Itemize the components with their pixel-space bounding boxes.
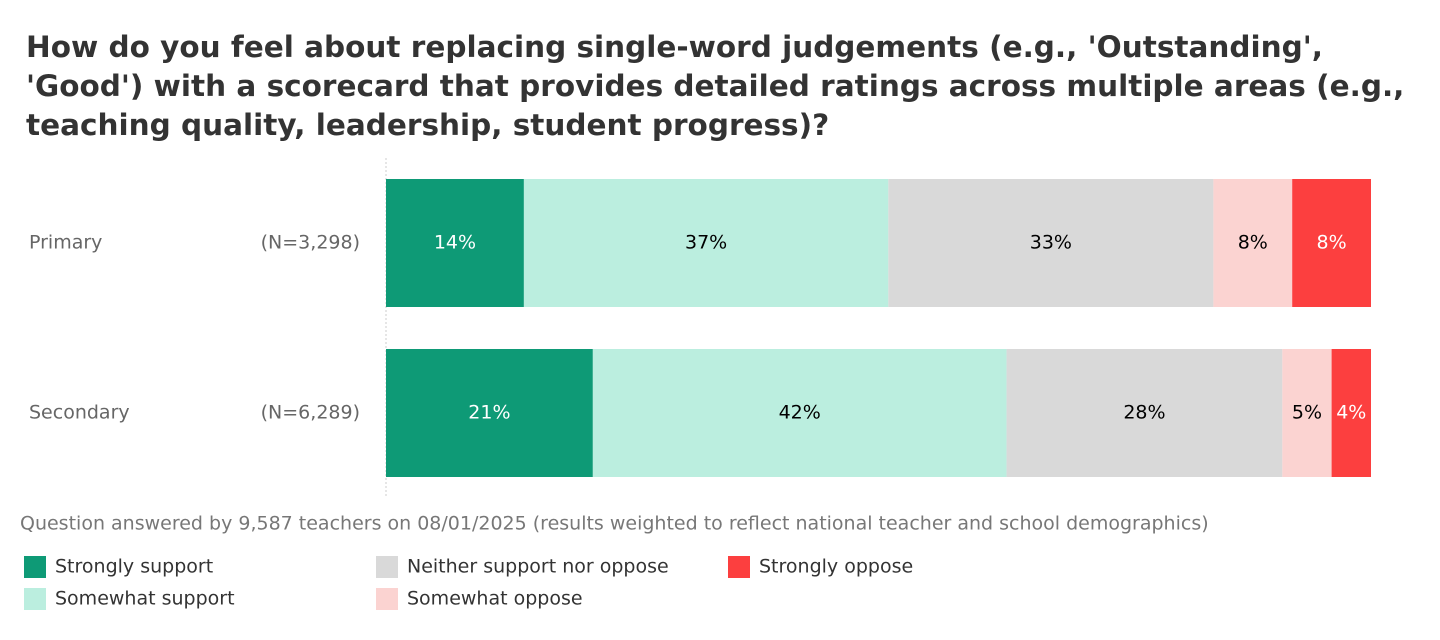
footnote: Question answered by 9,587 teachers on 0…	[20, 513, 1209, 535]
value-label: 33%	[1030, 232, 1072, 254]
bar-segment	[1213, 179, 1293, 307]
bar-segment	[386, 179, 524, 307]
bar-segment	[1331, 349, 1371, 477]
bar-segment	[592, 349, 1007, 477]
legend-label: Strongly support	[55, 556, 213, 578]
value-label: 8%	[1238, 232, 1268, 254]
bar-segment	[523, 179, 889, 307]
category-label: Primary	[29, 232, 102, 254]
value-label: 28%	[1123, 402, 1165, 424]
legend-label: Somewhat support	[55, 588, 235, 610]
value-label: 42%	[779, 402, 821, 424]
bar-segment	[386, 349, 593, 477]
value-label: 37%	[685, 232, 727, 254]
legend-swatch	[376, 556, 398, 578]
legend-swatch	[24, 556, 46, 578]
bar-segment	[888, 179, 1214, 307]
bar-segment	[1006, 349, 1283, 477]
legend-swatch	[728, 556, 750, 578]
category-label: Secondary	[29, 402, 130, 424]
bar-segment	[1282, 349, 1332, 477]
value-label: 5%	[1292, 402, 1322, 424]
legend-label: Neither support nor oppose	[407, 556, 669, 578]
value-label: 8%	[1317, 232, 1347, 254]
legend-label: Strongly oppose	[759, 556, 913, 578]
legend-swatch	[24, 588, 46, 610]
legend-swatch	[376, 588, 398, 610]
value-label: 4%	[1336, 402, 1366, 424]
category-note: (N=6,289)	[261, 402, 360, 424]
category-note: (N=3,298)	[261, 232, 360, 254]
legend-label: Somewhat oppose	[407, 588, 583, 610]
chart-title: How do you feel about replacing single-w…	[26, 30, 1405, 142]
bar-segment	[1292, 179, 1371, 307]
value-label: 14%	[434, 232, 476, 254]
value-label: 21%	[468, 402, 510, 424]
